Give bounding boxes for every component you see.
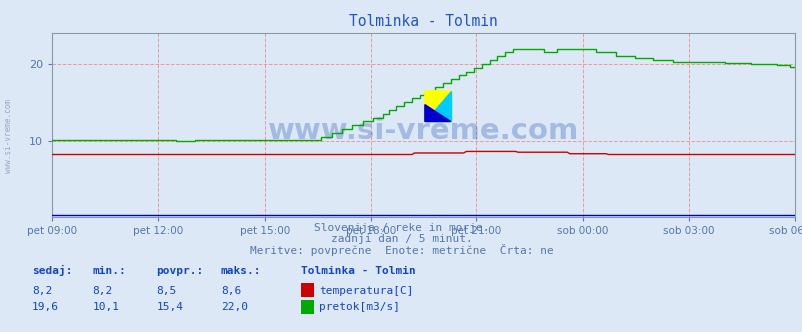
- Text: sedaj:: sedaj:: [32, 265, 72, 276]
- Text: maks.:: maks.:: [221, 266, 261, 276]
- Text: zadnji dan / 5 minut.: zadnji dan / 5 minut.: [330, 234, 472, 244]
- Text: 22,0: 22,0: [221, 302, 248, 312]
- Text: temperatura[C]: temperatura[C]: [318, 286, 413, 296]
- Text: Meritve: povprečne  Enote: metrične  Črta: ne: Meritve: povprečne Enote: metrične Črta:…: [249, 244, 553, 256]
- Text: Tolminka - Tolmin: Tolminka - Tolmin: [301, 266, 415, 276]
- Polygon shape: [424, 105, 450, 122]
- Polygon shape: [424, 91, 450, 122]
- Text: pretok[m3/s]: pretok[m3/s]: [318, 302, 399, 312]
- Text: min.:: min.:: [92, 266, 126, 276]
- Text: 8,6: 8,6: [221, 286, 241, 296]
- Text: 15,4: 15,4: [156, 302, 184, 312]
- Text: 8,5: 8,5: [156, 286, 176, 296]
- Title: Tolminka - Tolmin: Tolminka - Tolmin: [349, 14, 497, 29]
- Text: 19,6: 19,6: [32, 302, 59, 312]
- Text: 8,2: 8,2: [92, 286, 112, 296]
- Text: www.si-vreme.com: www.si-vreme.com: [3, 99, 13, 173]
- Text: povpr.:: povpr.:: [156, 266, 204, 276]
- Text: 10,1: 10,1: [92, 302, 119, 312]
- Text: Slovenija / reke in morje.: Slovenija / reke in morje.: [314, 223, 488, 233]
- Polygon shape: [424, 91, 450, 122]
- Text: 8,2: 8,2: [32, 286, 52, 296]
- Text: www.si-vreme.com: www.si-vreme.com: [268, 117, 578, 145]
